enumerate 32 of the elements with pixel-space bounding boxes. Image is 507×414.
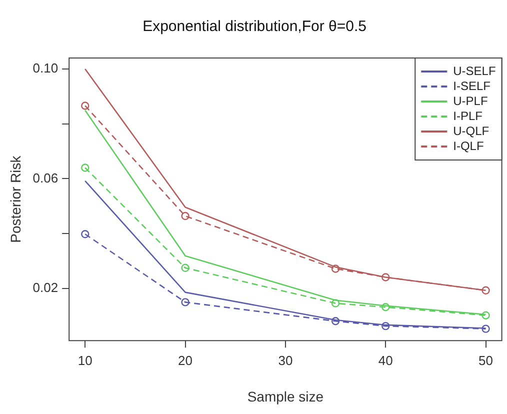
point (482, 311, 490, 320)
legend-label: I-QLF (453, 138, 484, 153)
point (81, 102, 90, 110)
legend-label: I-PLF (453, 108, 482, 123)
legend-label: U-PLF (453, 94, 488, 108)
point (331, 299, 340, 308)
x-tick-label: 10 (78, 352, 92, 368)
point (382, 303, 390, 312)
point (181, 298, 190, 306)
point (81, 230, 90, 238)
y-axis-title: Posterior Risk (7, 154, 24, 243)
x-tick-label: 50 (478, 352, 494, 368)
chart-title: Exponential distribution,For θ=0.5 (142, 18, 366, 36)
x-axis-title: Sample size (247, 388, 324, 404)
point (482, 286, 490, 294)
point (331, 317, 340, 326)
point (81, 164, 90, 172)
x-tick-label: 20 (178, 352, 193, 368)
legend-label: U-SELF (453, 64, 496, 78)
legend-label: U-QLF (453, 124, 490, 138)
point (482, 324, 490, 333)
y-tick-label: 0.10 (32, 60, 58, 76)
y-tick-label: 0.02 (32, 280, 58, 296)
point (181, 264, 190, 272)
point (382, 273, 390, 282)
x-tick-label: 40 (378, 352, 393, 368)
point (382, 322, 390, 330)
y-tick-label: 0.06 (32, 170, 58, 186)
x-tick-label: 30 (278, 352, 293, 368)
point (181, 212, 190, 220)
legend-label: I-SELF (453, 78, 490, 93)
point (331, 264, 340, 273)
